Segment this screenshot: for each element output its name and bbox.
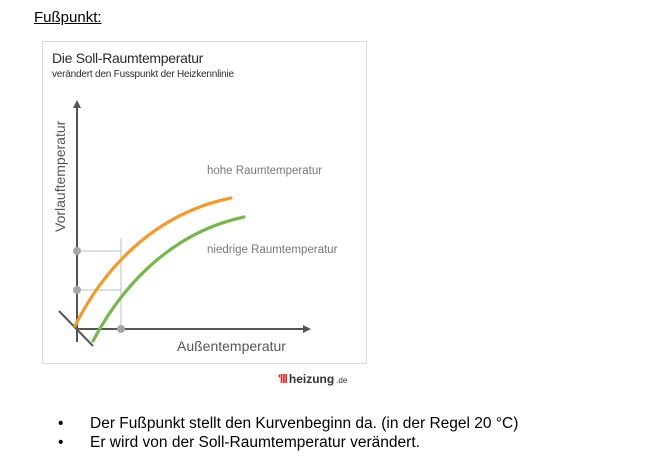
brand-name: heizung [288,372,335,386]
x-axis-marker [117,325,125,333]
list-item-text: Er wird von der Soll-Raumtemperatur verä… [90,434,420,451]
list-item: • Der Fußpunkt stellt den Kurvenbeginn d… [58,414,518,433]
list-item: • Er wird von der Soll-Raumtemperatur ve… [58,433,518,452]
brand-mark: 'lll [278,372,288,386]
guide-lines [77,238,122,331]
label-high-room-temperature: hohe Raumtemperatur [207,165,322,177]
list-item-text: Der Fußpunkt stellt den Kurvenbeginn da.… [90,415,519,432]
section-heading: Fußpunkt: [34,9,102,26]
setpoint-marker-high [73,247,81,255]
bullet-dot: • [58,415,64,432]
bullet-dot: • [58,434,64,451]
heizung-logo: 'lll heizung .de [278,372,347,386]
heating-curve-figure: Die Soll-Raumtemperatur verändert den Fu… [42,41,367,364]
bullet-list: • Der Fußpunkt stellt den Kurvenbeginn d… [58,414,518,452]
heating-curve-diagram: hohe Raumtemperatur niedrige Raumtempera… [52,100,338,354]
figure-subtitle: verändert den Fusspunkt der Heizkennlini… [52,69,234,80]
curve-high-room-temperature [73,196,233,328]
setpoint-marker-low [73,286,81,294]
curve-low-room-temperature [91,215,246,343]
brand-tld: .de [336,376,348,385]
origin-diagonal [58,310,94,347]
label-low-room-temperature: niedrige Raumtemperatur [207,244,338,256]
y-axis-label: Vorlauftemperatur [52,120,68,232]
x-axis-label: Außentemperatur [177,338,286,354]
figure-title: Die Soll-Raumtemperatur [52,50,204,66]
